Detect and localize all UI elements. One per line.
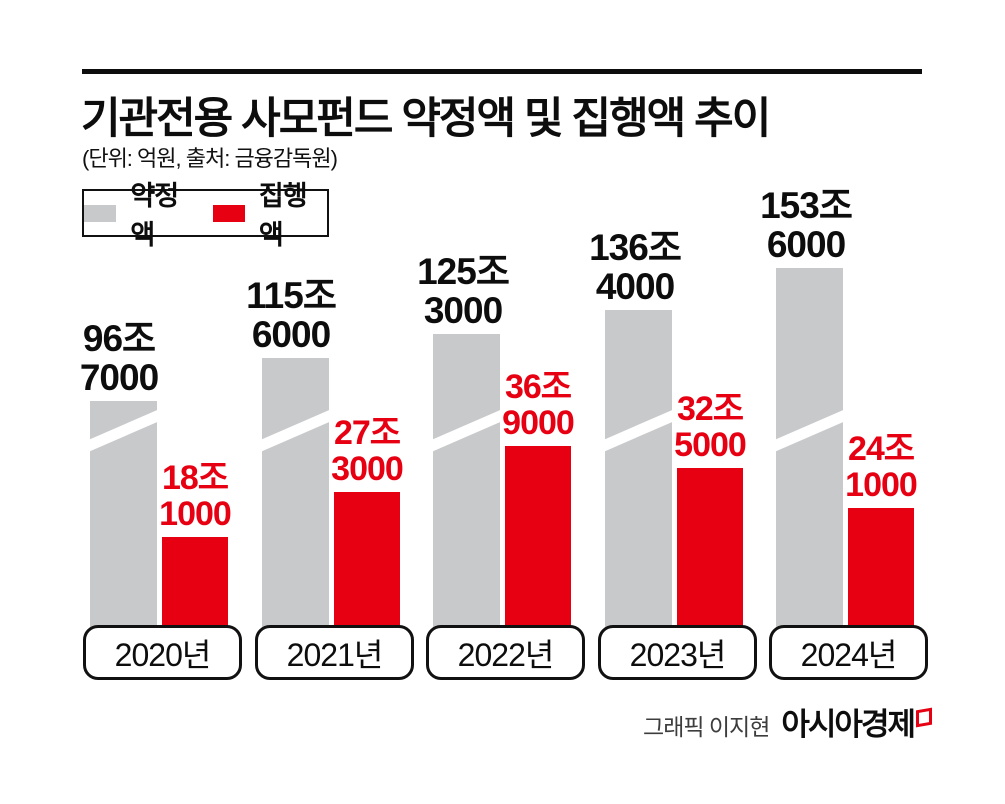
value-label-executed-2024: 24조 1000 xyxy=(806,431,956,503)
brand-flag-icon xyxy=(916,707,932,728)
year-text: 2023년 xyxy=(629,636,727,673)
page-title: 기관전용 사모펀드 약정액 및 집행액 추이 xyxy=(81,95,771,143)
value-label-executed-2023: 32조 5000 xyxy=(635,391,785,463)
value-line: 18조 xyxy=(161,459,229,497)
legend-label-executed: 집행액 xyxy=(258,181,308,250)
value-label-committed-2022: 125조 3000 xyxy=(388,252,538,330)
value-label-executed-2020: 18조 1000 xyxy=(120,460,270,532)
value-line: 3000 xyxy=(423,290,503,331)
year-text: 2021년 xyxy=(286,636,384,673)
legend-swatch-committed xyxy=(84,204,117,222)
value-label-committed-2024: 153조 6000 xyxy=(731,186,881,264)
brand-logo: 아시아경제 xyxy=(781,699,932,744)
value-label-committed-2021: 115조 6000 xyxy=(216,276,366,354)
graphic-credit: 그래픽 이지현 xyxy=(643,714,770,740)
value-label-committed-2023: 136조 4000 xyxy=(560,228,710,306)
bar-committed-2021 xyxy=(262,358,329,650)
footer-credit: 그래픽 이지현 아시아경제 xyxy=(643,699,932,744)
year-text: 2020년 xyxy=(114,636,212,673)
value-line: 3000 xyxy=(331,450,404,488)
bar-executed-2022 xyxy=(505,446,571,650)
value-label-committed-2020: 96조 7000 xyxy=(44,319,194,397)
brand-logo-text: 아시아경제 xyxy=(781,707,916,742)
value-line: 36조 xyxy=(504,368,572,406)
year-text: 2022년 xyxy=(457,636,555,673)
legend-swatch-executed xyxy=(212,204,245,222)
year-label-2024: 2024년 xyxy=(769,625,928,680)
legend: 약정액 집행액 xyxy=(82,181,329,250)
value-line: 96조 xyxy=(82,318,156,359)
year-label-2020: 2020년 xyxy=(83,625,242,680)
year-label-2021: 2021년 xyxy=(255,625,414,680)
bar-executed-2021 xyxy=(334,492,400,650)
bar-executed-2023 xyxy=(677,468,743,650)
value-line: 32조 xyxy=(676,390,744,428)
value-line: 153조 xyxy=(760,185,853,226)
value-line: 1000 xyxy=(845,466,918,504)
value-line: 115조 xyxy=(246,275,337,316)
value-line: 4000 xyxy=(595,266,675,307)
top-rule xyxy=(82,69,922,74)
year-label-2023: 2023년 xyxy=(598,625,757,680)
value-line: 27조 xyxy=(333,414,401,452)
value-line: 24조 xyxy=(847,430,915,468)
value-label-executed-2022: 36조 9000 xyxy=(463,369,613,441)
year-text: 2024년 xyxy=(800,636,898,673)
value-line: 6000 xyxy=(766,224,846,265)
value-line: 1000 xyxy=(159,495,232,533)
unit-source-note: (단위: 억원, 출처: 금융감독원) xyxy=(82,146,338,171)
axis-break-mark xyxy=(90,408,157,453)
value-line: 9000 xyxy=(502,404,575,442)
bar-committed-2022 xyxy=(433,334,500,650)
value-line: 7000 xyxy=(79,357,159,398)
value-line: 5000 xyxy=(674,426,747,464)
bar-committed-2020 xyxy=(90,401,157,650)
year-label-2022: 2022년 xyxy=(426,625,585,680)
value-label-executed-2021: 27조 3000 xyxy=(292,415,442,487)
value-line: 6000 xyxy=(251,314,331,355)
value-line: 136조 xyxy=(589,227,682,268)
bar-committed-2023 xyxy=(605,310,672,650)
value-line: 125조 xyxy=(417,251,510,292)
legend-label-committed: 약정액 xyxy=(130,181,179,250)
bar-committed-2024 xyxy=(776,268,843,650)
